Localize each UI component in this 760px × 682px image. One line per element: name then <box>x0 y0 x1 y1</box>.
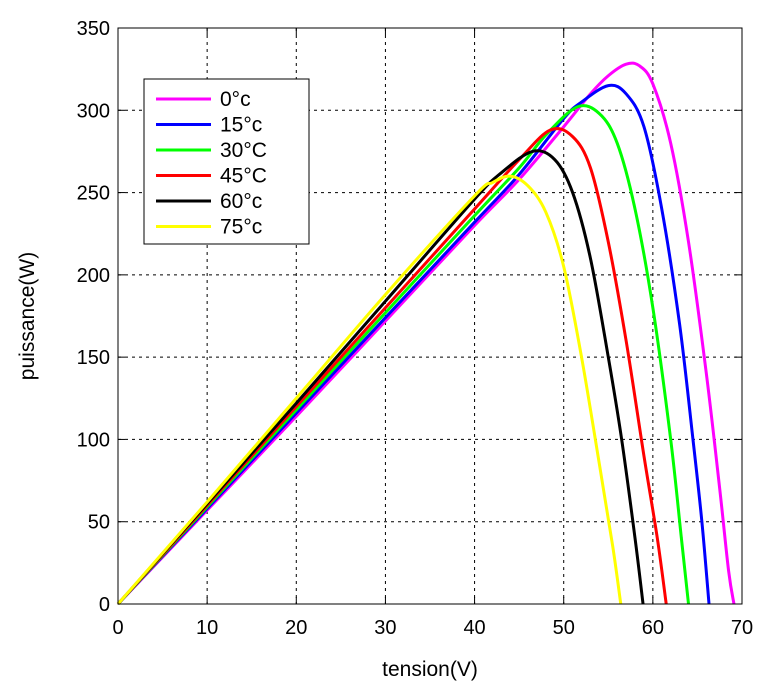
series-line-4 <box>116 149 645 605</box>
y-tick-label: 150 <box>77 347 110 369</box>
legend-label-3: 45°C <box>220 165 267 188</box>
y-tick-label: 200 <box>77 265 110 287</box>
x-tick-label: 20 <box>285 617 307 639</box>
legend-label-0: 0°c <box>220 88 251 111</box>
y-tick-label: 350 <box>77 18 110 40</box>
x-tick-label: 30 <box>374 617 396 639</box>
y-tick-label: 100 <box>77 429 110 451</box>
x-tick-label: 10 <box>196 617 218 639</box>
series-line-2 <box>116 104 691 606</box>
plot-frame <box>117 27 743 605</box>
series-layer <box>116 61 736 606</box>
series-line-1 <box>116 83 711 606</box>
x-tick-label: 0 <box>112 617 123 639</box>
x-tick-label: 50 <box>553 617 575 639</box>
y-tick-label: 250 <box>77 183 110 205</box>
x-tick-label: 60 <box>642 617 664 639</box>
x-axis-label: tension(V) <box>382 658 478 681</box>
legend-label-4: 60°c <box>220 190 262 213</box>
series-line-0 <box>116 61 736 606</box>
y-tick-label: 300 <box>77 100 110 122</box>
y-axis-label: puissance(W) <box>16 252 39 380</box>
y-tick-label: 0 <box>99 594 110 616</box>
legend-box <box>143 78 310 245</box>
y-tick-label: 50 <box>88 512 110 534</box>
legend: 0°c 15°c30°C 45°C60°c 75°c <box>143 78 310 245</box>
legend-label-2: 30°C <box>220 139 267 162</box>
series-line-3 <box>116 127 668 606</box>
x-tick-label: 40 <box>463 617 485 639</box>
ticks: 0 10 20 30 40 50 60 70 0 50 100 150 200 250 300 350 <box>77 18 754 639</box>
legend-label-5: 75°c <box>220 216 262 239</box>
series-line-5 <box>116 174 623 605</box>
x-tick-label: 70 <box>731 617 753 639</box>
legend-label-1: 15°c <box>220 114 262 137</box>
